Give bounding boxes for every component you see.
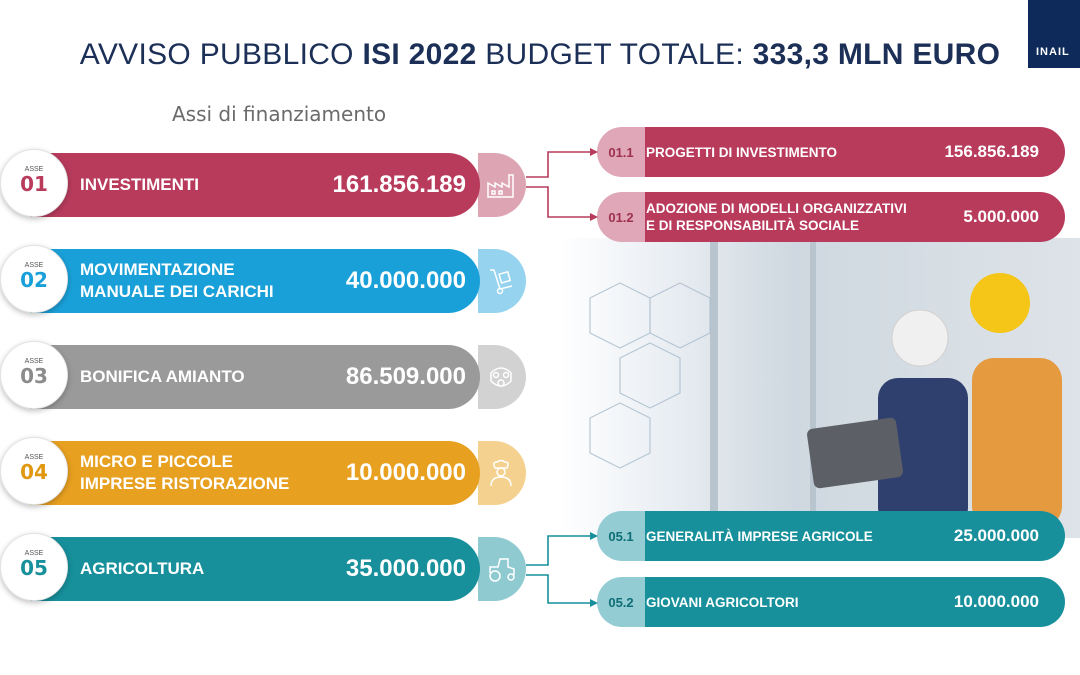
- factory-icon: [487, 174, 514, 198]
- axis-label-line1: BONIFICA AMIANTO: [80, 367, 245, 386]
- inail-logo: INAIL: [1028, 0, 1080, 68]
- sub-axis-bar: GIOVANI AGRICOLTORI 10.000.000: [633, 577, 1065, 627]
- section-subtitle: Assi di finanziamento: [172, 102, 387, 126]
- tractor-icon: [489, 558, 515, 582]
- axis-value: 35.000.000: [345, 555, 466, 582]
- sub-axis-code: 05.1: [597, 511, 645, 561]
- axis-badge-number: 05: [20, 556, 48, 580]
- axis-badge-label: ASSE: [24, 550, 44, 557]
- axis-badge-label: ASSE: [24, 166, 44, 173]
- sub-axis-05-1: GENERALITÀ IMPRESE AGRICOLE 25.000.000 0…: [597, 511, 1065, 561]
- title-text-3: BUDGET TOTALE:: [476, 38, 753, 71]
- axis-badge-04: ASSE 04: [0, 437, 68, 505]
- sub-axis-01-2: ADOZIONE DI MODELLI ORGANIZZATIVI E DI RE…: [597, 192, 1065, 242]
- axis-icon-cap: [478, 153, 526, 217]
- sub-axis-value: 5.000.000: [963, 207, 1039, 226]
- sub-axis-label-line1: ADOZIONE DI MODELLI ORGANIZZATIVI: [646, 201, 907, 216]
- axis-label: MICRO E PICCOLE IMPRESE RISTORAZIONE: [80, 441, 289, 505]
- sub-axis-bar: ADOZIONE DI MODELLI ORGANIZZATIVI E DI RE…: [633, 192, 1065, 242]
- axis-value: 10.000.000: [345, 459, 466, 486]
- sub-axis-bar: GENERALITÀ IMPRESE AGRICOLE 25.000.000: [633, 511, 1065, 561]
- workers-photo: [560, 238, 1080, 538]
- gas-mask-icon: [490, 367, 512, 387]
- sub-axis-label: GENERALITÀ IMPRESE AGRICOLE: [646, 528, 873, 544]
- axis-value: 40.000.000: [345, 267, 466, 294]
- title-text-4: 333,3 MLN EURO: [752, 38, 1001, 71]
- axis-label-line1: MICRO E PICCOLE: [80, 452, 234, 471]
- axis-value: 86.509.000: [345, 363, 466, 390]
- axis-label: BONIFICA AMIANTO: [80, 345, 245, 409]
- sub-axis-label: GIOVANI AGRICOLTORI: [646, 594, 799, 610]
- chef-icon: [490, 459, 512, 487]
- axis-bar: BONIFICA AMIANTO 86.509.000: [30, 345, 480, 409]
- axis-bar: AGRICOLTURA 35.000.000: [30, 537, 480, 601]
- hand-truck-icon: [490, 269, 513, 295]
- axis-label-line1: AGRICOLTURA: [80, 559, 205, 578]
- axis-label: AGRICOLTURA: [80, 537, 204, 601]
- sub-axis-code: 01.1: [597, 127, 645, 177]
- axis-label-line2: IMPRESE RISTORAZIONE: [80, 474, 290, 493]
- axis-label: MOVIMENTAZIONE MANUALE DEI CARICHI: [80, 249, 274, 313]
- axis-label-line1: MOVIMENTAZIONE: [80, 260, 235, 279]
- axis-value: 161.856.189: [332, 171, 466, 198]
- axis-icon-cap: [478, 537, 526, 601]
- axis-badge-01: ASSE 01: [0, 149, 68, 217]
- title-text-1: AVVISO PUBBLICO: [79, 38, 363, 71]
- axis-badge-02: ASSE 02: [0, 245, 68, 313]
- axis-badge-number: 04: [20, 460, 48, 484]
- axis-badge-label: ASSE: [24, 454, 44, 461]
- sub-axis-01-1: PROGETTI DI INVESTIMENTO 156.856.189 01.…: [597, 127, 1065, 177]
- axis-badge-label: ASSE: [24, 262, 44, 269]
- axis-bar: MOVIMENTAZIONE MANUALE DEI CARICHI 40.000…: [30, 249, 480, 313]
- axis-badge-03: ASSE 03: [0, 341, 68, 409]
- axis-label-line1: INVESTIMENTI: [80, 175, 200, 194]
- axis-label-line2: MANUALE DEI CARICHI: [80, 282, 274, 301]
- axis-badge-number: 03: [20, 364, 48, 388]
- axis-bar: MICRO E PICCOLE IMPRESE RISTORAZIONE 10.0…: [30, 441, 480, 505]
- title-text-2: ISI 2022: [362, 38, 477, 71]
- axis-badge-number: 01: [20, 172, 48, 196]
- sub-axis-bar: PROGETTI DI INVESTIMENTO 156.856.189: [633, 127, 1065, 177]
- axis-badge-05: ASSE 05: [0, 533, 68, 601]
- logo-text: INAIL: [1036, 46, 1070, 58]
- sub-axis-label: ADOZIONE DI MODELLI ORGANIZZATIVI E DI RE…: [646, 192, 907, 242]
- sub-axis-value: 25.000.000: [953, 526, 1039, 545]
- axis-badge-number: 02: [20, 268, 48, 292]
- sub-axis-value: 156.856.189: [944, 142, 1039, 161]
- sub-axis-label: PROGETTI DI INVESTIMENTO: [646, 144, 838, 160]
- sub-axis-label-line2: E DI RESPONSABILITÀ SOCIALE: [646, 218, 860, 233]
- sub-axis-value: 10.000.000: [953, 592, 1039, 611]
- sub-axis-code: 05.2: [597, 577, 645, 627]
- axis-bar: INVESTIMENTI 161.856.189: [30, 153, 480, 217]
- sub-axis-code: 01.2: [597, 192, 645, 242]
- axis-label: INVESTIMENTI: [80, 153, 199, 217]
- page-title: AVVISO PUBBLICO ISI 2022 BUDGET TOTALE: …: [0, 38, 1080, 72]
- sub-axis-05-2: GIOVANI AGRICOLTORI 10.000.000 05.2: [597, 577, 1065, 627]
- axis-badge-label: ASSE: [24, 358, 44, 365]
